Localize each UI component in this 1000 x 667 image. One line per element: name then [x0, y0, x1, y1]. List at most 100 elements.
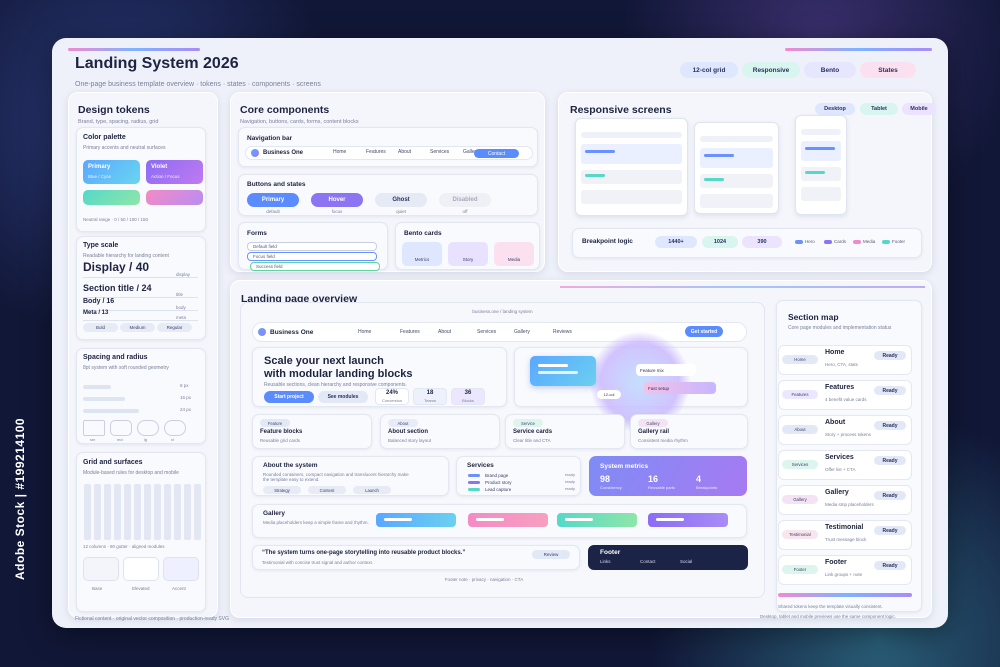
field-label: Default field [253, 244, 277, 249]
mock-cards [581, 170, 682, 184]
button[interactable]: Ghost [375, 193, 427, 207]
device-tab[interactable]: Tablet [860, 103, 898, 115]
map-title: Features [825, 384, 855, 391]
spacing-bar [83, 385, 111, 389]
feature-title: Service cards [513, 429, 553, 435]
nav-link: Gallery [514, 329, 530, 335]
map-status: Ready [874, 561, 906, 570]
header-pill[interactable]: Responsive [742, 62, 800, 78]
feature-title: Gallery rail [638, 429, 670, 435]
footer-link: Contact [640, 559, 656, 564]
service-status: ready [565, 486, 576, 491]
spacing-size: 8 px [180, 383, 189, 388]
device-tab[interactable]: Mobile [902, 103, 936, 115]
mock-line [704, 178, 724, 181]
gallery-tile [648, 513, 728, 527]
header-pill[interactable]: Bento [804, 62, 856, 78]
feature-title: Feature blocks [260, 429, 303, 435]
block-text: Rounded containers, compact navigation a… [263, 472, 409, 483]
nav-cta[interactable]: Get started [685, 326, 723, 337]
bento-tile [448, 242, 488, 266]
about-chip: Launch [353, 486, 391, 494]
grid-column [154, 484, 161, 540]
grid-column [104, 484, 111, 540]
button[interactable]: Hover [311, 193, 363, 207]
button[interactable]: Primary [247, 193, 299, 207]
map-tag: Services [782, 460, 818, 469]
type-sample: Body / 16 [83, 298, 115, 305]
feature-tag: Feature [260, 419, 290, 427]
card-note: 12 columns · 80 gutter · aligned modules [83, 544, 165, 549]
legend-swatch [882, 240, 890, 244]
metric-value: 4 [696, 474, 702, 484]
type-sample: Display / 40 [83, 260, 150, 274]
surface [83, 557, 119, 581]
map-tag: Features [782, 390, 818, 399]
map-tag: Footer [782, 565, 818, 574]
mock-footer [801, 187, 841, 201]
mock-bar [700, 136, 773, 142]
gallery-tile [557, 513, 637, 527]
stat-box [375, 388, 409, 405]
grid-column [144, 484, 151, 540]
stat-label: Teams [424, 398, 436, 403]
header-pill[interactable]: States [860, 62, 916, 78]
map-status: Ready [874, 386, 906, 395]
quote-text: “The system turns one-page storytelling … [262, 550, 466, 556]
surface [123, 557, 159, 581]
service-name: Lead capture [485, 487, 512, 492]
type-tag: title [176, 292, 184, 297]
mock-footer [700, 194, 773, 208]
map-text: Trust message block [825, 537, 867, 542]
metric-label: Consistency [600, 485, 622, 490]
type-rule [83, 310, 198, 311]
swatch [146, 190, 203, 205]
card-title: Breakpoint logic [582, 238, 633, 245]
spacing-size: 24 px [180, 407, 192, 412]
block-title: Gallery [263, 510, 286, 517]
header-pill[interactable]: 12-col grid [680, 62, 738, 78]
card-title: Forms [247, 230, 267, 237]
type-rule [83, 320, 198, 321]
feature-text: Balanced story layout [388, 438, 432, 443]
bento-tile [494, 242, 534, 266]
block-title: About the system [263, 462, 318, 469]
grid-column [94, 484, 101, 540]
nav-link: Features [366, 149, 386, 155]
type-rule [83, 297, 198, 298]
nav-link: Reviews [553, 329, 572, 335]
metrics-card [589, 456, 747, 496]
visual-chip: Feature mix [636, 364, 696, 376]
stat-box [413, 388, 447, 405]
nav-link[interactable]: Contact [474, 149, 519, 158]
legend-swatch [824, 240, 832, 244]
form-field [247, 252, 377, 261]
hero-button[interactable]: See modules [318, 391, 368, 403]
legend-label: Media [863, 239, 876, 244]
swatch [83, 190, 140, 205]
card-subtitle: Readable hierarchy for landing content [83, 253, 169, 259]
nav-link: Services [477, 329, 497, 335]
button-state: default [266, 209, 280, 214]
stat-value: 18 [426, 390, 434, 396]
map-status: Ready [874, 351, 906, 360]
button[interactable]: Disabled [439, 193, 491, 207]
hero-button[interactable]: Start project [264, 391, 314, 403]
service-name: Product story [485, 480, 512, 485]
feature-tag: About [388, 419, 418, 427]
grid-column [124, 484, 131, 540]
legend-label: Cards [834, 239, 847, 244]
nav-link: About [398, 149, 412, 155]
about-chip: Content [308, 486, 346, 494]
weight-chip: Medium [120, 323, 155, 332]
accent-bar [68, 48, 200, 51]
map-note: Shared tokens keep the template visually… [778, 604, 883, 609]
device-tab[interactable]: Desktop [815, 103, 855, 115]
surface-label: Base [92, 586, 103, 591]
hero-title: with modular landing blocks [264, 368, 413, 380]
grid-column [184, 484, 191, 540]
breakpoint-pill: 1440+ [655, 236, 697, 248]
mock-hero [700, 148, 773, 168]
radius-label: xl [171, 437, 174, 442]
swatch-name: Violet [151, 164, 168, 170]
